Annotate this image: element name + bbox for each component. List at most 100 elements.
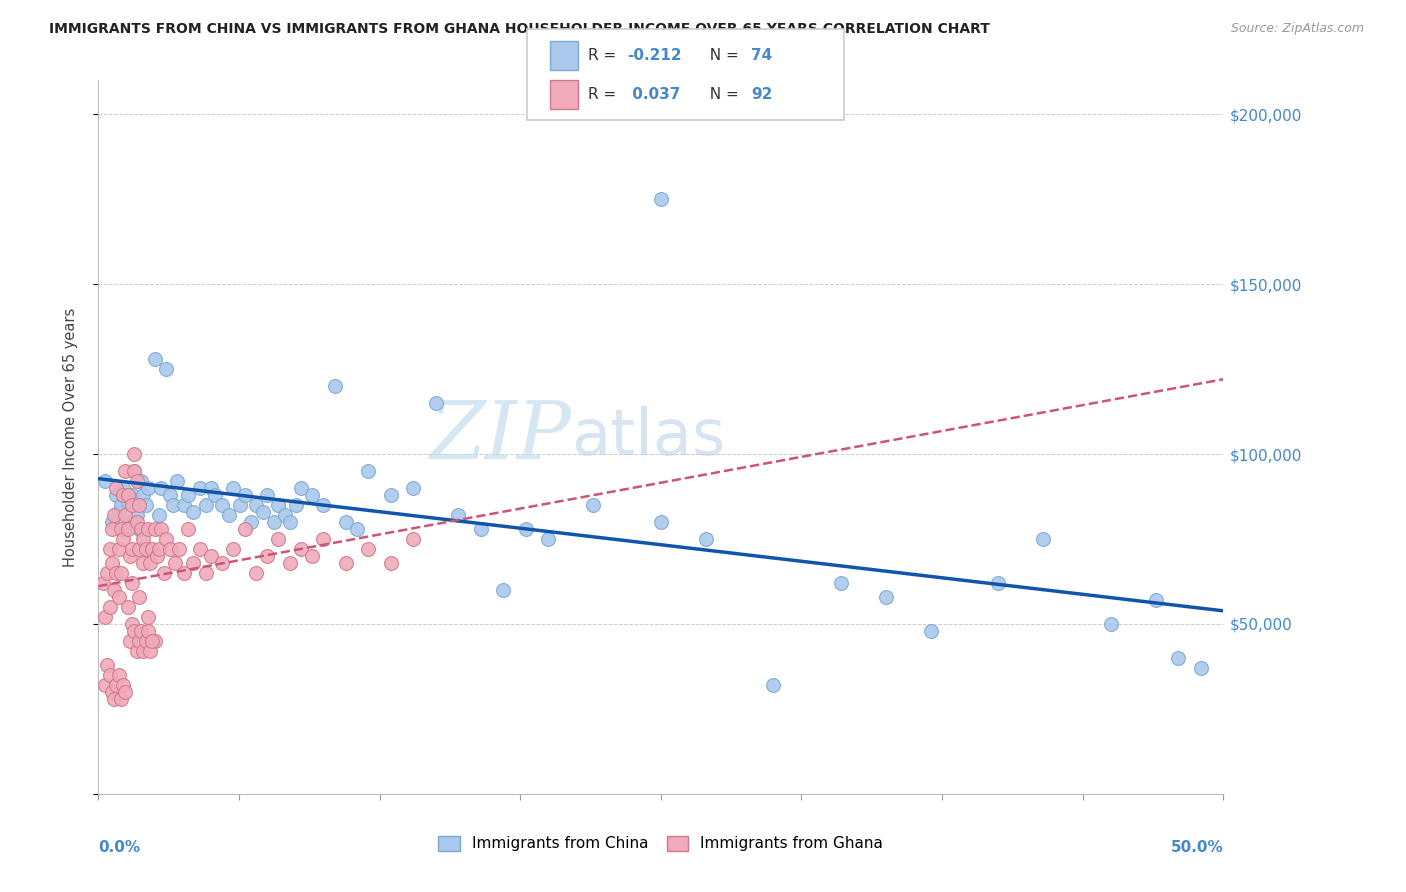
Point [150,522,173,536]
Point [1167,651,1189,665]
Point [163,556,186,570]
Point [177,488,200,502]
Point [218,508,240,523]
Point [101,685,124,699]
Point [380,556,402,570]
Point [132,556,155,570]
Text: 92: 92 [751,87,772,102]
Point [98,599,121,614]
Text: 50.0%: 50.0% [1170,840,1223,855]
Point [121,542,143,557]
Point [177,522,200,536]
Point [118,549,141,563]
Point [124,464,146,478]
Point [166,475,188,489]
Point [245,498,267,512]
Point [695,532,717,546]
Point [121,498,143,512]
Point [1189,661,1212,675]
Point [830,576,852,591]
Point [278,556,301,570]
Point [335,556,357,570]
Point [582,498,605,512]
Text: Source: ZipAtlas.com: Source: ZipAtlas.com [1230,22,1364,36]
Point [278,515,301,529]
Y-axis label: Householder Income Over 65 years: Householder Income Over 65 years [63,308,77,566]
Point [492,582,515,597]
Point [650,192,672,206]
Point [139,556,162,570]
Point [101,515,124,529]
Text: R =: R = [588,87,621,102]
Point [290,542,312,557]
Point [155,362,177,376]
Point [159,488,181,502]
Point [1144,593,1167,607]
Point [124,624,146,638]
Point [121,576,143,591]
Point [124,447,146,461]
Point [117,488,139,502]
Point [402,481,425,495]
Point [650,515,672,529]
Point [112,481,135,495]
Point [94,610,117,624]
Point [188,481,211,495]
Point [128,542,150,557]
Point [357,542,380,557]
Point [920,624,942,638]
Point [1032,532,1054,546]
Point [301,549,323,563]
Point [124,464,146,478]
Point [114,464,136,478]
Point [129,624,152,638]
Point [188,542,211,557]
Point [762,678,785,692]
Point [110,498,132,512]
Point [136,610,159,624]
Point [380,488,402,502]
Point [256,549,278,563]
Point [204,488,226,502]
Point [103,691,125,706]
Point [98,542,121,557]
Point [128,590,150,604]
Point [346,522,368,536]
Text: N =: N = [700,87,744,102]
Point [173,498,195,512]
Point [118,634,141,648]
Point [103,582,125,597]
Point [162,498,184,512]
Text: R =: R = [588,48,621,62]
Point [222,481,245,495]
Point [117,522,139,536]
Point [136,522,159,536]
Point [263,515,285,529]
Point [402,532,425,546]
Point [136,624,159,638]
Point [146,549,169,563]
Point [233,488,256,502]
Text: -0.212: -0.212 [627,48,682,62]
Text: atlas: atlas [571,406,725,468]
Point [290,481,312,495]
Point [335,515,357,529]
Point [125,508,148,523]
Point [135,634,157,648]
Point [107,668,129,682]
Text: N =: N = [700,48,744,62]
Point [117,599,139,614]
Text: 74: 74 [751,48,772,62]
Point [101,522,124,536]
Point [105,488,128,502]
Point [107,505,129,519]
Point [110,691,132,706]
Point [312,498,335,512]
Point [107,542,129,557]
Point [155,532,177,546]
Point [148,508,170,523]
Point [181,505,204,519]
Point [222,542,245,557]
Point [121,488,143,502]
Point [470,522,492,536]
